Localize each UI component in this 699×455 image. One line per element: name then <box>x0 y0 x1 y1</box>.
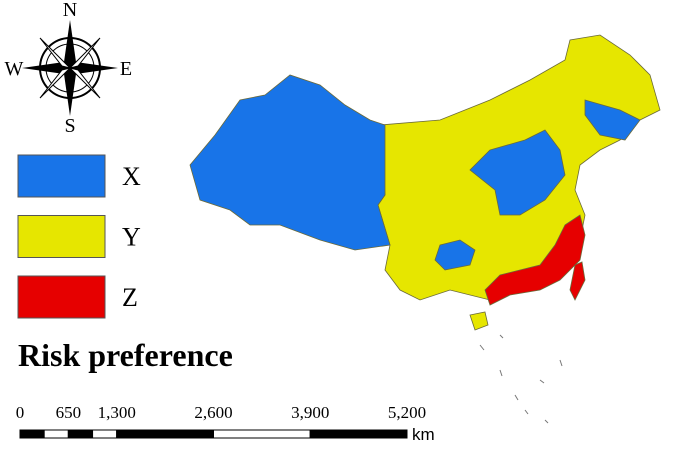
legend-label: Y <box>122 223 141 252</box>
region-x <box>434 239 476 271</box>
compass: N S W E <box>5 0 133 137</box>
scale-label: 5,200 <box>388 403 426 422</box>
region-y <box>469 311 489 331</box>
title: Risk preference <box>18 337 233 373</box>
compass-s: S <box>64 115 75 137</box>
scale-segment <box>116 429 214 439</box>
scale-segment <box>67 429 94 439</box>
scale-segment <box>43 429 69 439</box>
scale-segment <box>213 429 311 439</box>
region-z <box>569 261 586 301</box>
compass-n: N <box>63 0 77 21</box>
scale-label: 0 <box>16 403 25 422</box>
compass-e: E <box>120 58 132 80</box>
scale-bar: 0 650 1,300 2,600 3,900 5,200 km <box>16 403 435 444</box>
scale-segment <box>309 429 408 439</box>
region-x <box>584 99 641 141</box>
legend: X Y Z <box>17 154 141 319</box>
region-z <box>484 214 586 306</box>
legend-label: Z <box>122 283 138 312</box>
region-x <box>189 74 391 251</box>
scale-label: 2,600 <box>194 403 232 422</box>
scale-segment <box>19 429 45 439</box>
compass-w: W <box>5 58 24 80</box>
scale-label: 3,900 <box>291 403 329 422</box>
scale-segment <box>92 429 118 439</box>
legend-label: X <box>122 162 141 191</box>
islands <box>479 334 563 424</box>
scale-label: 650 <box>56 403 82 422</box>
scale-label: 1,300 <box>98 403 136 422</box>
region-x <box>469 129 566 216</box>
legend-swatch <box>17 275 106 319</box>
scale-unit: km <box>412 425 435 444</box>
china-map <box>189 34 661 424</box>
legend-swatch <box>17 154 106 198</box>
legend-swatch <box>17 215 106 258</box>
